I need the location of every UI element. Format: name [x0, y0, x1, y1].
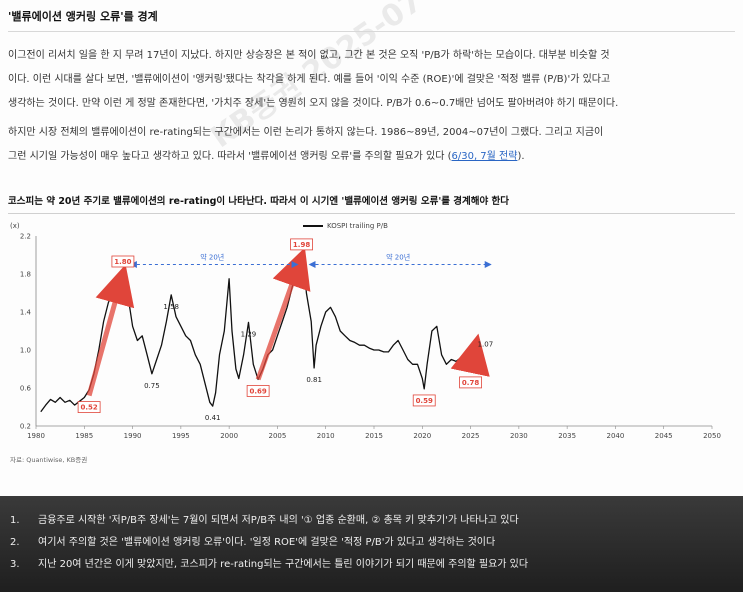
data-label: 0.81	[306, 376, 322, 384]
data-label: 1.98	[293, 241, 310, 249]
rerating-arrow	[450, 333, 490, 377]
note-text: 지난 20여 년간은 이게 맞았지만, 코스피가 re-rating되는 구간에…	[38, 559, 529, 570]
paragraph-2-line: 하지만 시장 전체의 밸류에이션이 re-rating되는 구간에서는 이런 논…	[8, 127, 604, 138]
data-label: 0.41	[205, 414, 221, 422]
paragraph-1: 이그전이 리서치 일을 한 지 무려 17년이 지났다. 하지만 상승장은 본 …	[8, 44, 735, 116]
x-tick-label: 2015	[365, 432, 383, 440]
kospi-pb-chart: 1980 1985 1990 1995 2000 2005 2010 2015 2020 2025…	[20, 233, 721, 441]
section-heading: '밸류에이션 앵커링 오류'를 경계	[8, 8, 735, 32]
note-text: 금융주로 시작한 '저P/B주 장세'는 7월이 되면서 저P/B주 내의 '①…	[38, 515, 519, 526]
note-item: 3. 지난 20여 년간은 이게 맞았지만, 코스피가 re-rating되는 …	[10, 554, 733, 576]
paragraph-2-text: 그런 시기일 가능성이 매우 높다고 생각하고 있다. 따라서 '밸류에이션 앵…	[8, 151, 452, 162]
data-label: 0.52	[80, 404, 97, 412]
note-number: 1.	[10, 515, 20, 526]
paragraph-2: 하지만 시장 전체의 밸류에이션이 re-rating되는 구간에서는 이런 논…	[8, 121, 735, 169]
data-label: 0.75	[144, 382, 160, 390]
strategy-report-link[interactable]: 6/30, 7월 전략	[451, 151, 518, 162]
legend-label: KOSPI trailing P/B	[327, 222, 388, 230]
data-label-box	[459, 376, 482, 389]
data-label-box	[77, 401, 101, 414]
x-tick-label: 2025	[462, 432, 480, 440]
data-label: 0.59	[416, 397, 433, 405]
chart-title: 코스피는 약 20년 주기로 밸류에이션의 re-rating이 나타난다. 따…	[8, 193, 735, 214]
x-tick-label: 2030	[510, 432, 528, 440]
y-tick-label: 2.2	[20, 233, 31, 241]
note-text: 여기서 주의할 것은 '밸류에이션 앵커링 오류'이다. '일정 ROE'에 걸…	[38, 537, 496, 548]
data-label: 0.78	[462, 379, 479, 387]
y-tick-label: 1.4	[20, 309, 32, 317]
report-page: KB증권 2025-07-15 '밸류에이션 앵커링 오류'를 경계 이그전이 …	[8, 0, 735, 464]
x-tick-label: 2010	[317, 432, 335, 440]
span-label: 약 20년	[386, 253, 410, 262]
data-label-box	[290, 238, 313, 251]
y-tick-label: 0.2	[20, 423, 31, 431]
data-label-box	[412, 394, 436, 407]
note-number: 3.	[10, 559, 20, 570]
y-tick-label: 1.8	[20, 271, 31, 279]
x-tick-label: 1990	[124, 432, 142, 440]
x-tick-label: 2045	[655, 432, 673, 440]
span-label: 약 20년	[200, 253, 224, 262]
data-label: 0.69	[249, 387, 266, 395]
legend-swatch	[303, 225, 323, 227]
x-tick-label: 1995	[172, 432, 190, 440]
x-tick-label: 1980	[27, 432, 45, 440]
paragraph-1-line: 생각하는 것이다. 만약 이런 게 정말 존재한다면, '가치주 장세'는 영원…	[8, 98, 619, 109]
y-tick-label: 1.0	[20, 347, 31, 355]
paragraph-1-line: 이그전이 리서치 일을 한 지 무려 17년이 지났다. 하지만 상승장은 본 …	[8, 50, 610, 61]
data-label-box	[111, 255, 135, 268]
data-label-box	[246, 385, 270, 397]
paragraph-1-line: 이다. 이런 시대를 살다 보면, '밸류에이션이 '앵커링'됐다는 착각을 하…	[8, 74, 611, 85]
data-label: 1.29	[241, 330, 257, 338]
x-tick-label: 2020	[413, 432, 431, 440]
x-tick-label: 2035	[558, 432, 576, 440]
paragraph-2-line: 그런 시기일 가능성이 매우 높다고 생각하고 있다. 따라서 '밸류에이션 앵…	[8, 145, 735, 169]
data-label: 1.07	[478, 340, 494, 348]
x-tick-label: 2000	[220, 432, 238, 440]
rerating-arrow	[86, 264, 135, 397]
paragraph-2-end: ).	[517, 151, 525, 162]
x-tick-label: 2005	[269, 432, 287, 440]
note-item: 1. 금융주로 시작한 '저P/B주 장세'는 7월이 되면서 저P/B주 내의…	[10, 510, 733, 532]
chart-source: 자료: Quantiwise, KB증권	[10, 456, 88, 464]
data-label: 1.80	[114, 258, 131, 266]
chart-legend: KOSPI trailing P/B	[303, 222, 388, 230]
note-number: 2.	[10, 537, 20, 548]
y-tick-label: 0.6	[20, 385, 32, 393]
summary-notes: 1. 금융주로 시작한 '저P/B주 장세'는 7월이 되면서 저P/B주 내의…	[0, 496, 743, 592]
note-item: 2. 여기서 주의할 것은 '밸류에이션 앵커링 오류'이다. '일정 ROE'…	[10, 532, 733, 554]
data-label: 1.58	[163, 303, 179, 311]
x-tick-label: 2050	[703, 432, 721, 440]
x-tick-label: 2040	[607, 432, 625, 440]
y-axis-unit: (x)	[10, 222, 20, 230]
x-tick-label: 1985	[75, 432, 93, 440]
rerating-arrow	[255, 247, 311, 381]
